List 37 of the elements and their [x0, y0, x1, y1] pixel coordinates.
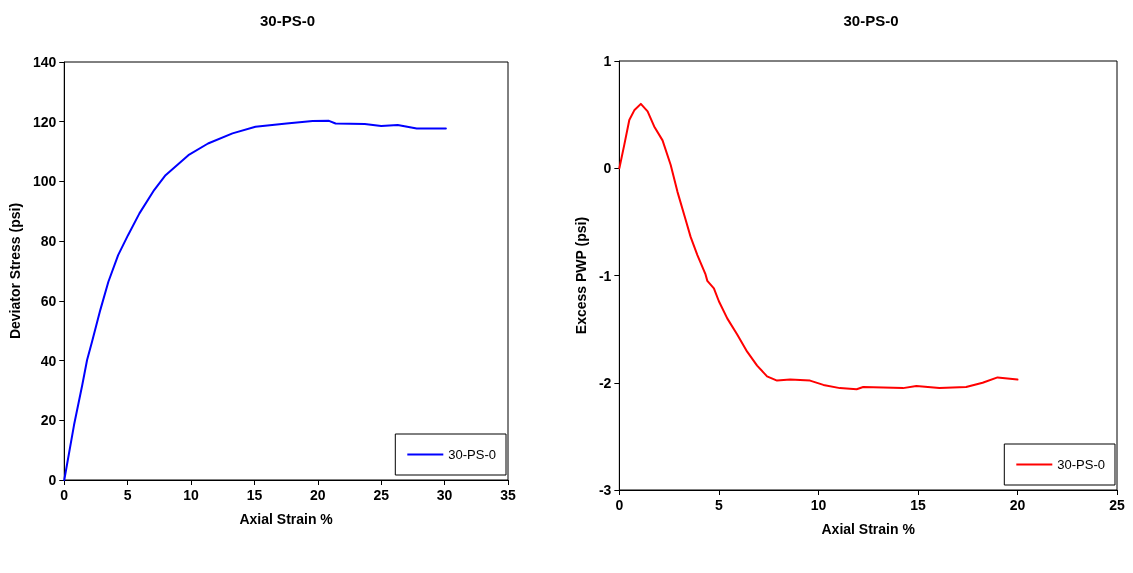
- y-tick-label: 120: [32, 113, 57, 130]
- x-tick-label: 25: [373, 487, 390, 503]
- y-tick-label: 140: [32, 54, 57, 70]
- y-tick-label: 20: [40, 412, 57, 429]
- x-tick-label: 0: [615, 497, 624, 513]
- y-tick-label: 40: [40, 352, 57, 369]
- x-tick-label: 25: [1109, 497, 1125, 513]
- x-tick-label: 5: [714, 497, 723, 513]
- x-tick-label: 15: [246, 487, 263, 503]
- y-tick-label: -2: [598, 374, 612, 391]
- y-tick-label: 1: [603, 53, 612, 69]
- x-tick-label: 30: [436, 487, 453, 503]
- y-tick-label: 0: [603, 160, 612, 177]
- y-tick-label: 0: [48, 472, 57, 488]
- y-axis-title: Deviator Stress (psi): [7, 202, 23, 340]
- x-tick-label: 20: [310, 487, 326, 503]
- x-axis-title: Axial Strain %: [239, 511, 334, 527]
- line-series: [618, 102, 1019, 391]
- y-axis-title: Excess PWP (psi): [573, 216, 589, 335]
- x-tick-label: 10: [810, 497, 827, 513]
- x-tick-label: 0: [60, 487, 69, 503]
- chart-title: 30-PS-0: [843, 12, 899, 29]
- y-tick-label: 80: [40, 233, 57, 250]
- line-series: [63, 119, 447, 481]
- x-tick-label: 20: [1009, 497, 1026, 513]
- y-tick-label: -3: [598, 482, 612, 498]
- y-tick-label: 100: [32, 173, 57, 190]
- legend-label: 30-PS-0: [448, 447, 497, 462]
- x-axis-title: Axial Strain %: [821, 521, 916, 537]
- x-tick-label: 15: [910, 497, 926, 513]
- x-tick-label: 10: [183, 487, 200, 503]
- y-tick-label: 60: [40, 292, 57, 309]
- chart-title: 30-PS-0: [259, 12, 316, 29]
- y-tick-label: -1: [598, 267, 612, 284]
- x-tick-label: 5: [123, 487, 132, 503]
- legend-label: 30-PS-0: [1057, 457, 1106, 472]
- x-tick-label: 35: [500, 487, 516, 503]
